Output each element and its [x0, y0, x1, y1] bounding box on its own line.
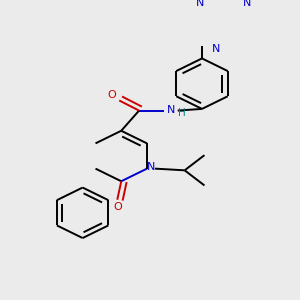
Text: N: N: [147, 162, 155, 172]
Text: O: O: [107, 90, 116, 100]
Text: N: N: [167, 105, 175, 115]
Text: N: N: [212, 44, 220, 54]
Text: O: O: [113, 202, 122, 212]
Text: H: H: [178, 108, 186, 118]
Text: N: N: [196, 0, 205, 8]
Text: N: N: [243, 0, 251, 8]
